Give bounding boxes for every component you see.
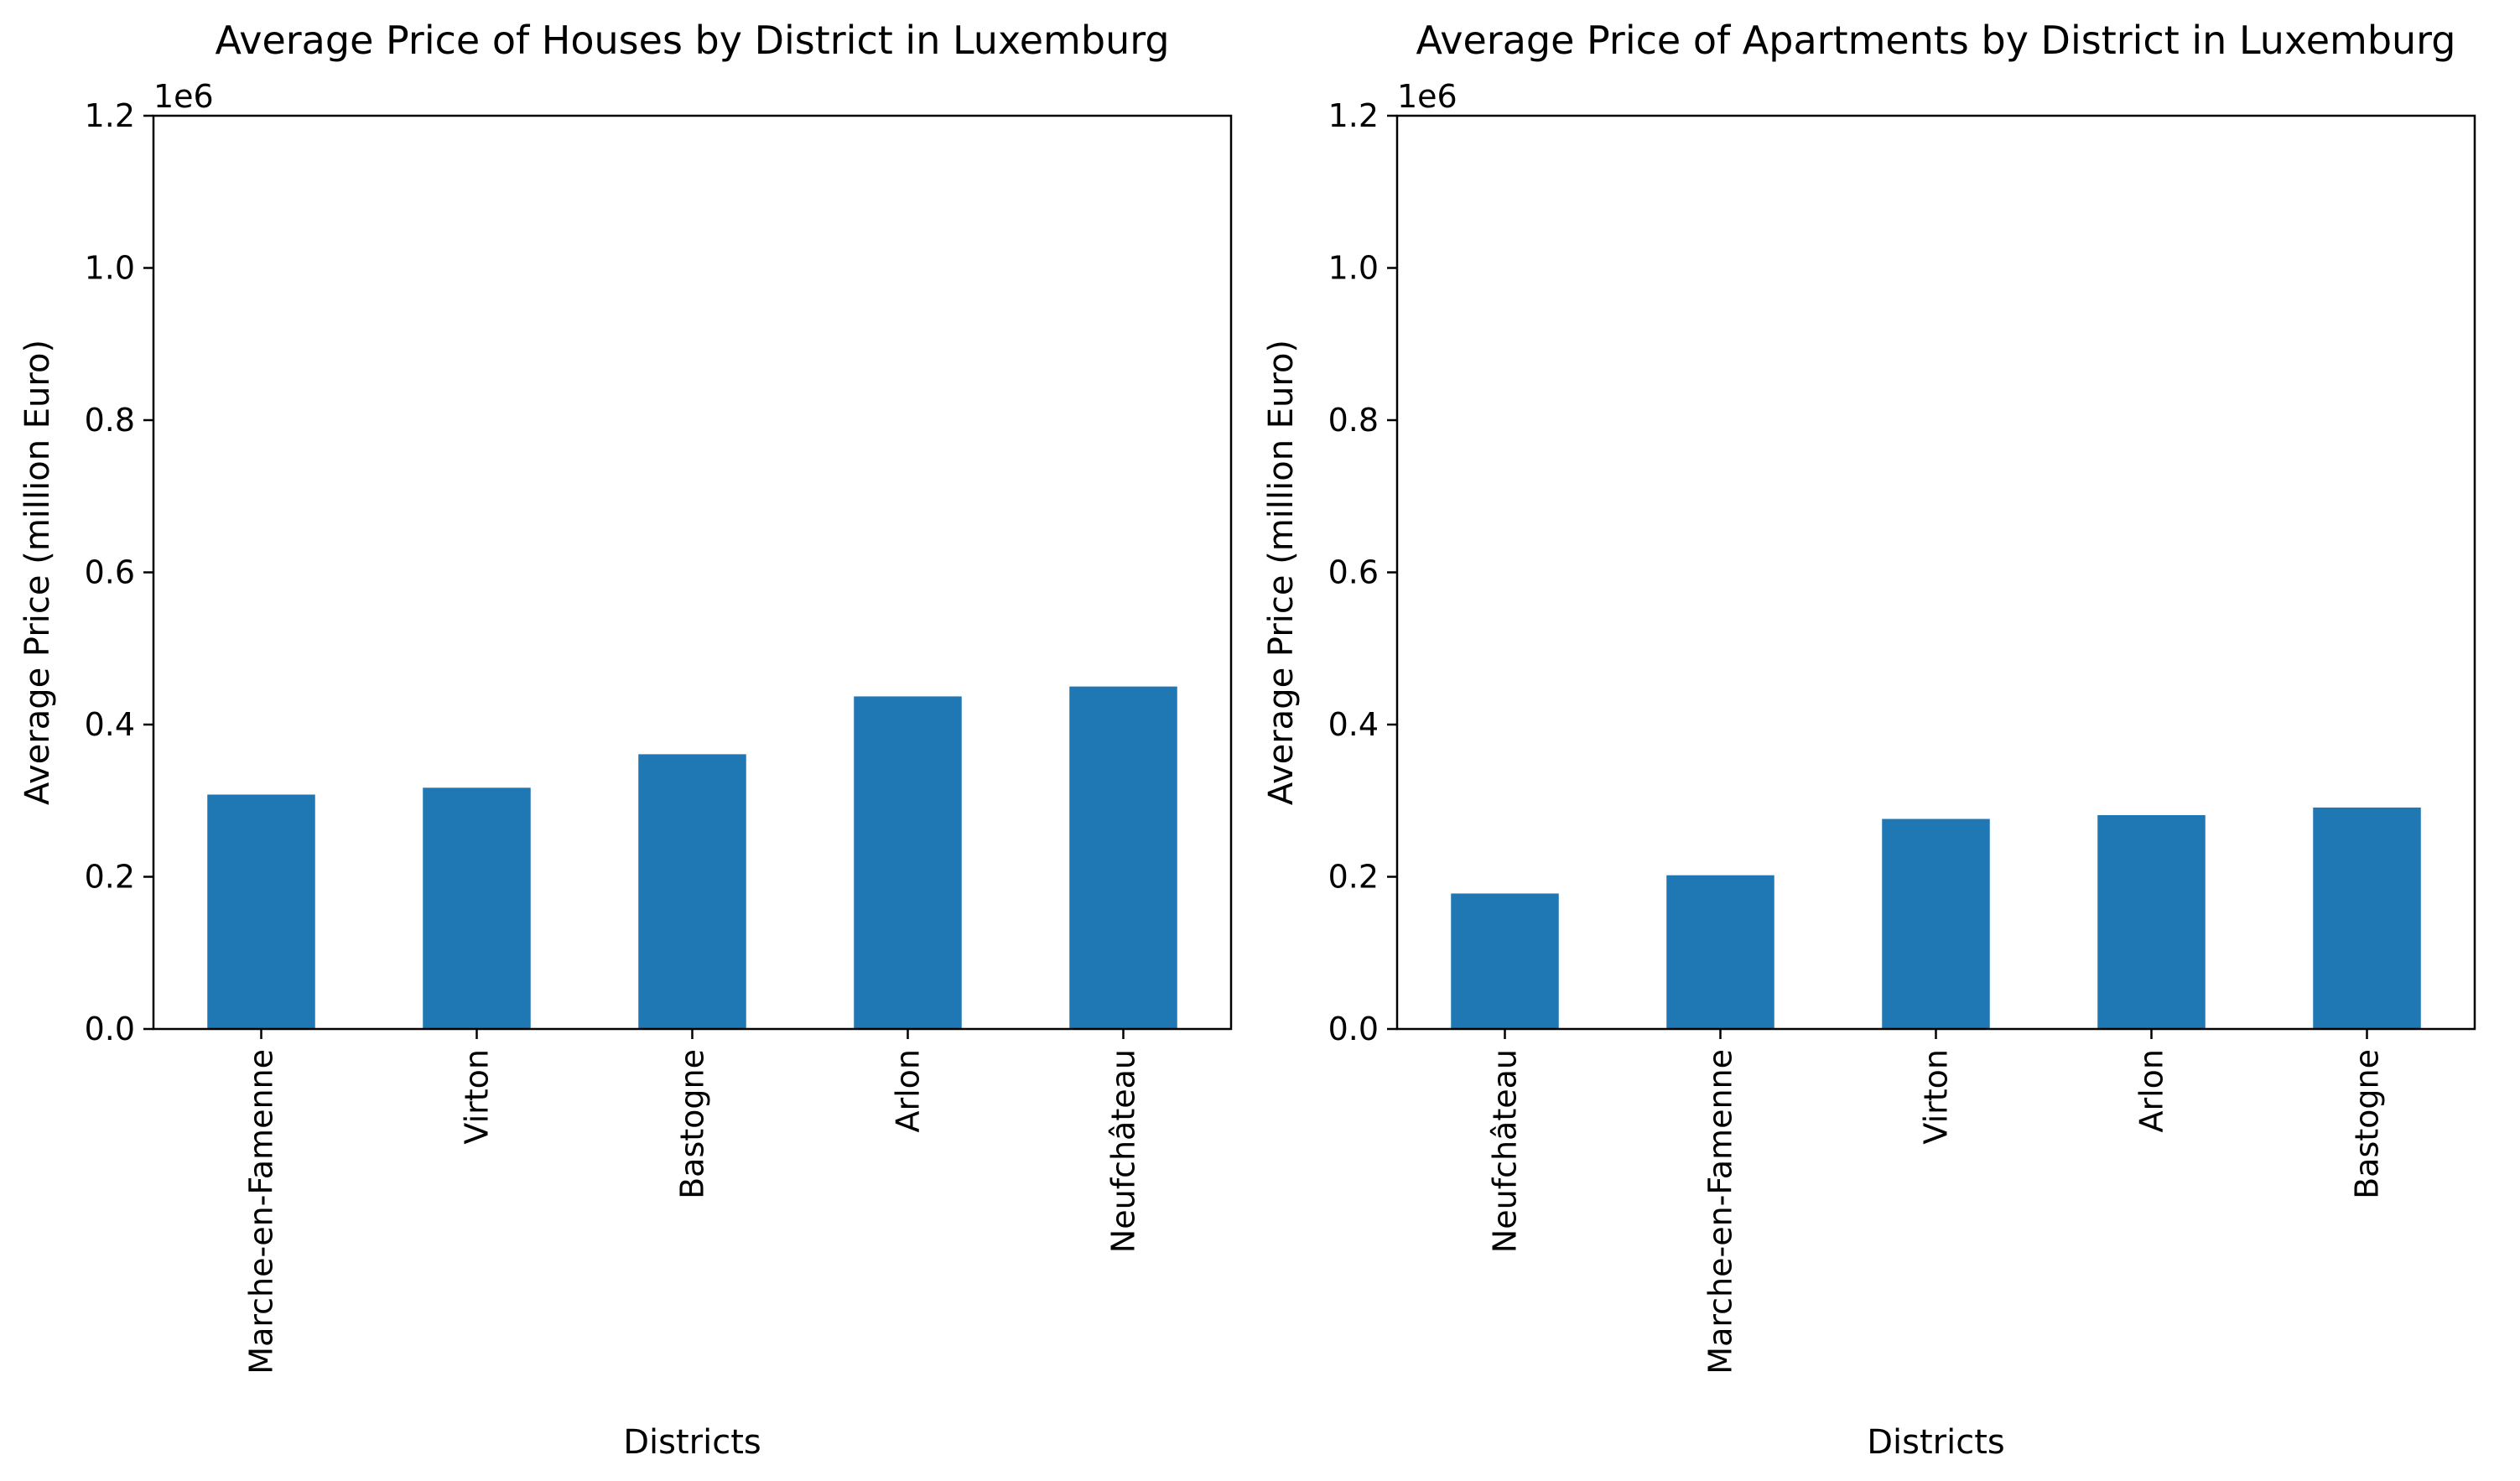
x-tick-label: Bastogne bbox=[2349, 1049, 2386, 1199]
y-tick-label: 0.8 bbox=[85, 402, 135, 439]
x-tick-label: Virton bbox=[1918, 1049, 1955, 1145]
x-tick-label: Neufchâteau bbox=[1487, 1049, 1524, 1253]
y-axis-label: Average Price (million Euro) bbox=[18, 340, 57, 805]
bar bbox=[2097, 814, 2206, 1029]
y-offset-label: 1e6 bbox=[1397, 78, 1457, 115]
bar bbox=[207, 794, 315, 1029]
x-tick-label: Neufchâteau bbox=[1105, 1049, 1142, 1253]
x-tick-label: Marche-en-Famenne bbox=[1702, 1049, 1739, 1374]
y-tick-label: 0.0 bbox=[85, 1011, 135, 1047]
y-tick-label: 0.8 bbox=[1328, 402, 1379, 439]
chart-panel-1: 0.0 0.2 0.4 0.6 0.8 1.0 1.2 Marche-en-Famenne Vi… bbox=[18, 18, 1233, 1462]
bar bbox=[423, 787, 531, 1029]
y-tick-label: 0.6 bbox=[85, 554, 135, 591]
x-tick-label: Arlon bbox=[890, 1049, 927, 1133]
bar bbox=[1882, 818, 1990, 1029]
bar bbox=[854, 696, 962, 1029]
x-tick-label: Marche-en-Famenne bbox=[243, 1049, 280, 1374]
bar bbox=[1666, 875, 1774, 1029]
bar bbox=[1451, 893, 1559, 1029]
y-tick-label: 0.0 bbox=[1328, 1011, 1379, 1047]
y-tick-label: 0.2 bbox=[85, 859, 135, 896]
y-tick-label: 0.2 bbox=[1328, 859, 1379, 896]
bar bbox=[1069, 686, 1177, 1030]
bar bbox=[2313, 807, 2421, 1029]
x-axis-label: Districts bbox=[623, 1423, 761, 1462]
y-tick-label: 1.0 bbox=[85, 250, 135, 287]
chart-title: Average Price of Houses by District in L… bbox=[215, 18, 1169, 63]
y-tick-label: 1.0 bbox=[1328, 250, 1379, 287]
y-offset-label: 1e6 bbox=[153, 78, 214, 115]
bar bbox=[638, 754, 746, 1029]
chart-title: Average Price of Apartments by District … bbox=[1416, 18, 2455, 63]
x-tick-label: Arlon bbox=[2133, 1049, 2170, 1133]
y-tick-label: 0.4 bbox=[85, 706, 135, 743]
x-axis-label: Districts bbox=[1867, 1423, 2005, 1462]
y-tick-label: 0.4 bbox=[1328, 706, 1379, 743]
y-tick-label: 1.2 bbox=[85, 97, 135, 134]
chart-panel-2: 0.0 0.2 0.4 0.6 0.8 1.0 1.2 Neufchâteau Marche-e… bbox=[1262, 18, 2476, 1462]
x-tick-label: Virton bbox=[459, 1049, 496, 1145]
y-axis-label: Average Price (million Euro) bbox=[1262, 340, 1301, 805]
y-tick-label: 1.2 bbox=[1328, 97, 1379, 134]
y-tick-label: 0.6 bbox=[1328, 554, 1379, 591]
x-tick-label: Bastogne bbox=[674, 1049, 711, 1199]
